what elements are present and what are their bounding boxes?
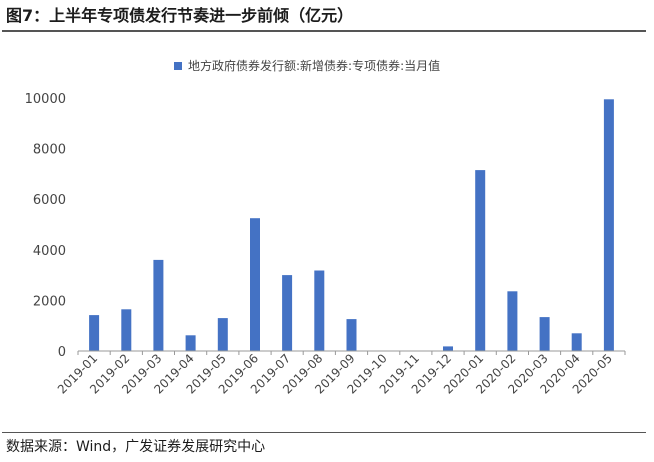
bar-2020-01: [475, 170, 486, 351]
source-divider: [2, 432, 646, 433]
bar-2020-05: [603, 99, 614, 351]
y-axis: 0 2000 4000 6000 8000 10000: [25, 92, 66, 360]
legend-swatch: [174, 62, 182, 70]
bar-2019-02: [121, 309, 132, 351]
figure-source: 数据来源：Wind，广发证券发展研究中心: [6, 439, 266, 455]
y-tick-label: 2000: [33, 294, 66, 309]
bar-chart: 地方政府债券发行额:新增债券:专项债券:当月值 0 2000 4000 6000 800…: [25, 58, 626, 397]
y-tick-label: 6000: [33, 193, 66, 208]
bar-2019-12: [443, 346, 453, 351]
bar-2019-07: [282, 275, 293, 351]
y-tick-label: 10000: [25, 92, 66, 107]
bar-2019-06: [250, 218, 260, 351]
y-tick-label: 8000: [33, 143, 66, 158]
legend-label: 地方政府债券发行额:新增债券:专项债券:当月值: [188, 58, 440, 73]
bar-2019-04: [185, 335, 196, 351]
y-tick-label: 4000: [33, 244, 66, 259]
bar-2020-03: [539, 317, 550, 351]
figure-title: 图7：上半年专项债发行节奏进一步前倾（亿元）: [6, 6, 354, 25]
chart-legend: 地方政府债券发行额:新增债券:专项债券:当月值: [174, 58, 440, 73]
title-divider: [2, 30, 646, 32]
bar-2019-03: [153, 259, 164, 351]
bar-2019-05: [217, 318, 228, 351]
x-axis: 2019-012019-022019-032019-042019-052019-…: [55, 351, 626, 397]
y-tick-label: 0: [58, 345, 66, 360]
bar-2019-09: [346, 319, 357, 351]
bar-2020-02: [507, 291, 518, 351]
bars-group: [89, 99, 614, 351]
bar-2019-01: [89, 315, 100, 351]
bar-2019-08: [314, 270, 325, 351]
bar-2020-04: [571, 333, 582, 351]
